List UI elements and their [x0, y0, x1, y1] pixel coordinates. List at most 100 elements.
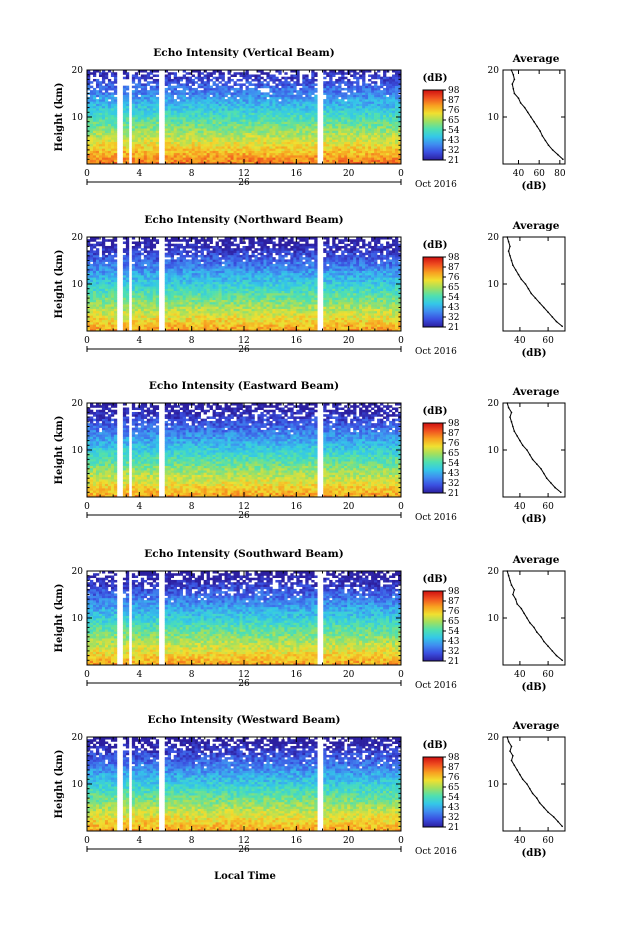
heatmap-cell — [281, 117, 284, 120]
heatmap-cell — [144, 130, 147, 133]
heatmap-cell — [248, 142, 251, 145]
heatmap-cell — [192, 146, 195, 149]
heatmap-cell — [335, 155, 338, 158]
heatmap-cell — [314, 157, 317, 160]
heatmap-cell — [323, 320, 326, 323]
heatmap-cell — [332, 95, 335, 98]
heatmap-cell — [246, 110, 249, 113]
heatmap-cell — [195, 101, 198, 104]
heatmap-cell — [392, 313, 395, 316]
heatmap-cell — [183, 151, 186, 154]
heatmap-cell — [278, 88, 281, 91]
heatmap-cell — [359, 117, 362, 120]
heatmap-cell — [278, 108, 281, 111]
heatmap-cell — [302, 133, 305, 136]
heatmap-cell — [281, 142, 284, 145]
heatmap-cell — [359, 86, 362, 89]
heatmap-cell — [132, 155, 135, 158]
heatmap-cell — [174, 327, 177, 330]
heatmap-cell — [114, 309, 117, 312]
heatmap-cell — [275, 151, 278, 154]
heatmap-cell — [260, 144, 263, 147]
heatmap-cell — [392, 113, 395, 116]
heatmap-cell — [93, 313, 96, 316]
heatmap-cell — [347, 146, 350, 149]
heatmap-cell — [347, 83, 350, 86]
heatmap-cell — [368, 106, 371, 109]
heatmap-cell — [257, 155, 260, 158]
heatmap-cell — [332, 142, 335, 145]
heatmap-cell — [296, 320, 299, 323]
heatmap-cell — [174, 144, 177, 147]
heatmap-cell — [275, 83, 278, 86]
heatmap-cell — [126, 88, 129, 91]
heatmap-cell — [368, 146, 371, 149]
heatmap-cell — [350, 137, 353, 140]
heatmap-cell — [266, 113, 269, 116]
heatmap-cell — [365, 160, 368, 163]
heatmap-cell — [386, 86, 389, 89]
heatmap-cell — [114, 306, 117, 309]
heatmap-cell — [257, 83, 260, 86]
heatmap-cell — [287, 104, 290, 107]
heatmap-cell — [314, 101, 317, 104]
heatmap-cell — [144, 137, 147, 140]
heatmap-cell — [171, 126, 174, 129]
heatmap-cell — [377, 311, 380, 314]
heatmap-cell — [243, 318, 246, 321]
heatmap-cell — [210, 135, 213, 138]
heatmap-cell — [201, 121, 204, 124]
heatmap-cell — [383, 101, 386, 104]
heatmap-cell — [305, 128, 308, 131]
heatmap-cell — [377, 95, 380, 98]
heatmap-cell — [204, 126, 207, 129]
heatmap-cell — [254, 137, 257, 140]
heatmap-cell — [335, 142, 338, 145]
heatmap-cell — [338, 104, 341, 107]
heatmap-cell — [132, 108, 135, 111]
heatmap-cell — [90, 135, 93, 138]
heatmap-cell — [269, 315, 272, 318]
heatmap-cell — [144, 155, 147, 158]
heatmap-cell — [338, 92, 341, 95]
heatmap-cell — [293, 113, 296, 116]
heatmap-cell — [246, 315, 249, 318]
heatmap-cell — [329, 74, 332, 77]
heatmap-cell — [207, 110, 210, 113]
heatmap-cell — [326, 157, 329, 160]
heatmap-cell — [180, 155, 183, 158]
heatmap-cell — [374, 142, 377, 145]
heatmap-cell — [234, 113, 237, 116]
heatmap-cell — [347, 137, 350, 140]
heatmap-cell — [254, 126, 257, 129]
heatmap-cell — [350, 322, 353, 325]
heatmap-cell — [99, 72, 102, 75]
heatmap-cell — [132, 126, 135, 129]
heatmap-cell — [332, 104, 335, 107]
heatmap-cell — [150, 320, 153, 323]
heatmap-cell — [237, 148, 240, 151]
heatmap-cell — [246, 139, 249, 142]
heatmap-cell — [347, 309, 350, 312]
heatmap-cell — [293, 86, 296, 89]
heatmap-cell — [177, 157, 180, 160]
heatmap-cell — [287, 115, 290, 118]
heatmap-cell — [210, 139, 213, 142]
heatmap-cell — [341, 97, 344, 100]
heatmap-cell — [311, 135, 314, 138]
heatmap-cell — [266, 313, 269, 316]
heatmap-cell — [237, 90, 240, 93]
heatmap-cell — [248, 315, 251, 318]
heatmap-cell — [207, 318, 210, 321]
heatmap-cell — [383, 160, 386, 163]
heatmap-cell — [99, 130, 102, 133]
heatmap-cell — [216, 104, 219, 107]
heatmap-cell — [308, 155, 311, 158]
heatmap-cell — [105, 322, 108, 325]
heatmap-cell — [165, 128, 168, 131]
heatmap-cell — [347, 151, 350, 154]
heatmap-cell — [213, 83, 216, 86]
heatmap-cell — [359, 115, 362, 118]
heatmap-cell — [386, 128, 389, 131]
heatmap-cell — [186, 324, 189, 327]
